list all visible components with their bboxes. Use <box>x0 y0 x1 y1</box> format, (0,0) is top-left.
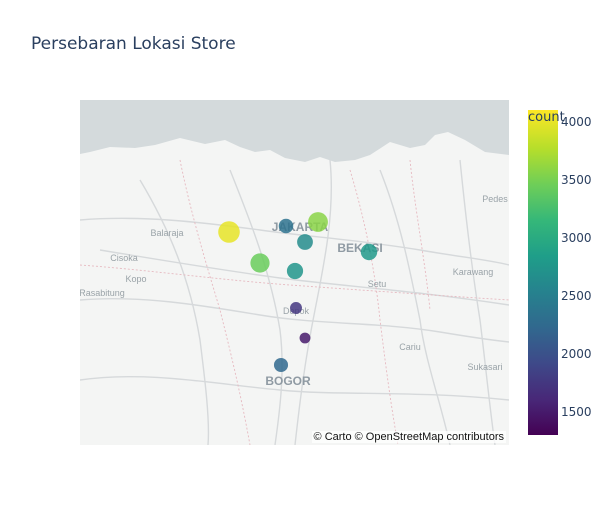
colorbar-title: count <box>528 110 565 125</box>
store-marker[interactable] <box>273 357 289 373</box>
store-marker[interactable] <box>278 218 294 234</box>
colorbar-tick-label: 2000 <box>561 346 592 361</box>
store-marker[interactable] <box>286 262 304 280</box>
map-label-bogor: BOGOR <box>265 374 311 388</box>
map-label-sukasari: Sukasari <box>467 362 502 372</box>
store-markers <box>218 212 378 373</box>
store-marker[interactable] <box>290 302 302 314</box>
sea <box>80 100 509 162</box>
map-label-pedes: Pedes <box>482 194 508 204</box>
road-network <box>80 159 509 445</box>
colorbar-tick-label: 1500 <box>561 404 592 419</box>
map-label-setu: Setu <box>368 279 387 289</box>
store-marker[interactable] <box>218 221 240 243</box>
basemap: JAKARTA BEKASI BOGOR Balaraja Cisoka Kop… <box>80 100 509 445</box>
boundaries <box>80 159 509 445</box>
store-marker[interactable] <box>297 234 313 250</box>
map-label-cariu: Cariu <box>399 342 421 352</box>
colorbar-tick-label: 3000 <box>561 230 592 245</box>
store-marker[interactable] <box>250 253 270 273</box>
map-label-kopo: Kopo <box>125 274 146 284</box>
store-marker[interactable] <box>299 332 311 344</box>
colorbar-tick-label: 4000 <box>561 114 592 129</box>
map-label-cisoka: Cisoka <box>110 253 138 263</box>
store-marker[interactable] <box>308 212 328 232</box>
map-attribution: © Carto © OpenStreetMap contributors <box>311 431 506 443</box>
map-label-rasabitung: Rasabitung <box>80 288 125 298</box>
colorbar-tick-label: 2500 <box>561 288 592 303</box>
map-area[interactable]: JAKARTA BEKASI BOGOR Balaraja Cisoka Kop… <box>80 100 509 445</box>
colorbar <box>528 110 558 435</box>
colorbar-tick-label: 3500 <box>561 172 592 187</box>
chart-title: Persebaran Lokasi Store <box>31 34 236 54</box>
store-marker[interactable] <box>360 243 378 261</box>
map-label-karawang: Karawang <box>453 267 494 277</box>
map-label-balaraja: Balaraja <box>150 228 183 238</box>
